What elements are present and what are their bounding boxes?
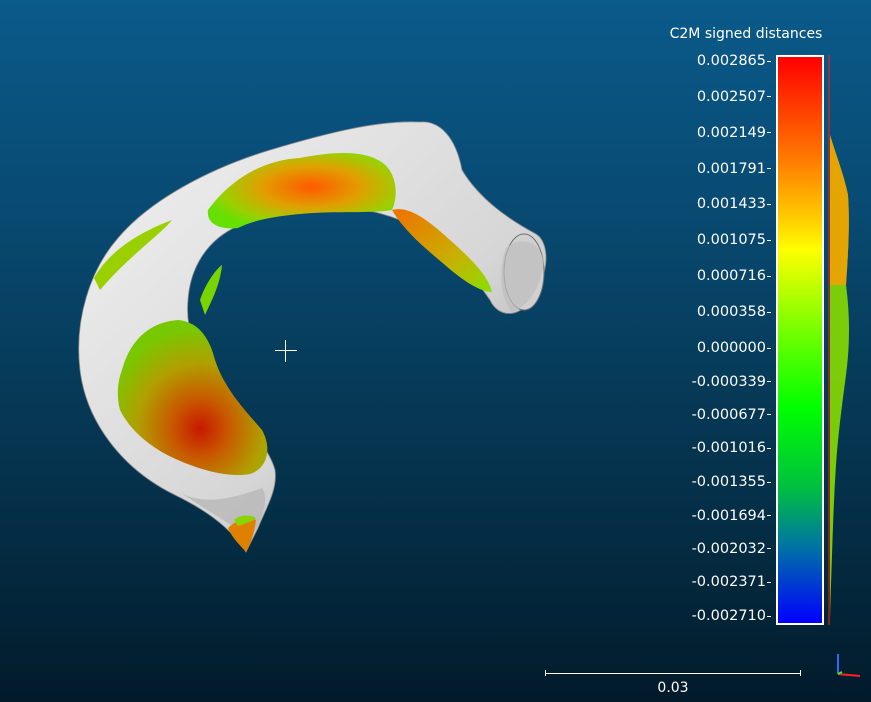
scale-bar-label: 0.03 bbox=[657, 680, 689, 696]
color-scale-tick-label: 0.002507 bbox=[697, 89, 771, 105]
distance-patch-tip bbox=[228, 518, 256, 552]
color-scale-bar bbox=[776, 55, 824, 625]
distance-patch-left-strip bbox=[94, 220, 172, 290]
distance-patch-inner-strip bbox=[200, 265, 222, 315]
color-scale-tick-label: 0.001433 bbox=[697, 196, 771, 212]
color-scale-tick-label: -0.001694 bbox=[692, 508, 771, 524]
color-scale-tick-label: -0.001355 bbox=[692, 474, 771, 490]
mesh-end-cap-shadow bbox=[501, 241, 544, 312]
scale-title: C2M signed distances bbox=[669, 26, 823, 42]
crosshair-cursor bbox=[275, 340, 297, 362]
distance-patch-top bbox=[207, 153, 396, 229]
color-scale-tick-label: 0.000358 bbox=[697, 304, 771, 320]
distance-patch-tip-green bbox=[234, 515, 256, 526]
distance-histogram bbox=[828, 55, 849, 625]
color-scale-tick-label: -0.000677 bbox=[692, 407, 771, 423]
color-scale-tick-label: 0.000716 bbox=[697, 268, 771, 284]
color-scale-tick-label: -0.002032 bbox=[692, 541, 771, 557]
color-scale-tick-label: 0.001075 bbox=[697, 232, 771, 248]
color-scale-tick-label: 0.002865 bbox=[697, 53, 771, 69]
color-scale-tick-label: -0.002371 bbox=[692, 574, 771, 590]
color-scale-tick-label: 0.001791 bbox=[697, 161, 771, 177]
color-scale-tick-label: -0.001016 bbox=[692, 440, 771, 456]
color-scale-tick-label: 0.000000 bbox=[697, 340, 771, 356]
distance-patch-right bbox=[392, 209, 492, 292]
axis-trihedron-icon bbox=[837, 654, 861, 677]
color-scale-tick-label: -0.002710 bbox=[692, 608, 771, 624]
color-scale-tick-label: -0.000339 bbox=[692, 374, 771, 390]
distance-patch-lower-left bbox=[117, 320, 268, 476]
scale-bar bbox=[545, 670, 801, 680]
color-scale-tick-label: 0.002149 bbox=[697, 125, 771, 141]
